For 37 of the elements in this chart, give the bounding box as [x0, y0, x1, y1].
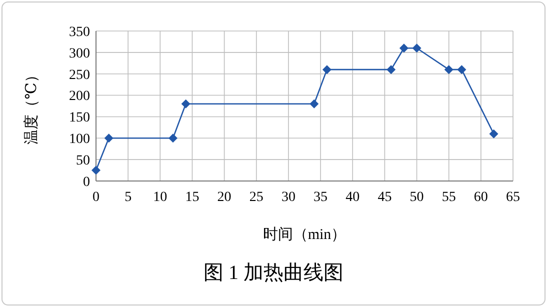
x-tick-label: 45 [378, 190, 392, 205]
point [457, 65, 466, 74]
point [181, 99, 190, 108]
point [92, 166, 100, 175]
x-tick-label: 10 [153, 190, 168, 205]
x-tick-label: 20 [217, 190, 232, 205]
text: 图 1 加热曲线图 [204, 262, 344, 284]
x-tick-label: 0 [92, 190, 100, 205]
point [168, 134, 178, 143]
y-tick-label: 50 [76, 153, 90, 168]
y-tick-label: 100 [69, 132, 90, 148]
y-tick-label: 200 [69, 89, 90, 104]
x-tick-label: 60 [474, 190, 488, 205]
x-tick-label: 40 [346, 190, 360, 205]
y-tick-label: 300 [69, 46, 90, 62]
y-tick-label: 250 [69, 68, 90, 83]
point [489, 129, 498, 138]
point [310, 99, 319, 108]
point [399, 44, 408, 53]
point [412, 44, 422, 53]
x-tick-label: 5 [124, 190, 132, 205]
point [444, 65, 454, 74]
x-tick-label: 35 [314, 190, 328, 205]
x-tick-label: 50 [410, 190, 424, 205]
point [386, 65, 396, 74]
x-tick-label: 55 [442, 190, 456, 205]
x-tick-label: 25 [249, 190, 264, 205]
y-tick-label: 0 [83, 174, 90, 190]
y-axis-title: 温度（℃） [23, 68, 40, 144]
point [104, 134, 114, 143]
y-tick-label: 350 [69, 24, 90, 40]
x-axis-title: 时间（min） [262, 226, 346, 243]
point [322, 65, 332, 74]
y-tick-label: 150 [69, 110, 90, 126]
x-tick-label: 65 [506, 190, 520, 205]
x-tick-label: 30 [281, 190, 296, 205]
x-tick-label: 15 [185, 190, 200, 205]
